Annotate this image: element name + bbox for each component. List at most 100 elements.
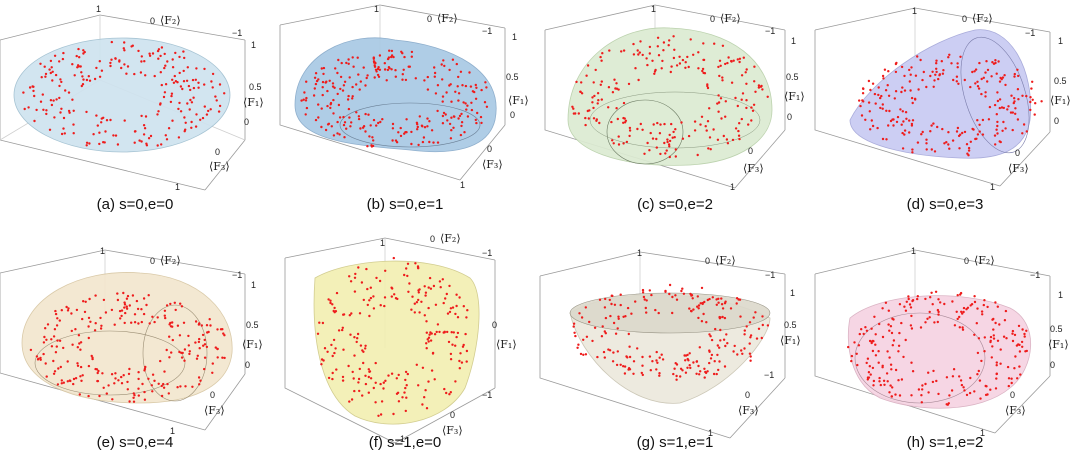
sample-point [331, 371, 334, 375]
sample-point [82, 300, 85, 303]
sample-point [179, 110, 183, 113]
sample-point [169, 302, 172, 306]
sample-point [216, 356, 219, 359]
sample-point [401, 78, 404, 81]
sample-point [383, 304, 386, 308]
sample-point [392, 256, 395, 260]
sample-point [353, 354, 356, 357]
sample-point [45, 109, 48, 112]
sample-point [1009, 111, 1013, 114]
sample-point [641, 128, 644, 131]
sample-point [720, 117, 723, 120]
sample-point [387, 374, 390, 377]
sample-point [448, 122, 452, 126]
sample-point [85, 110, 88, 114]
sample-point [67, 109, 71, 113]
sample-point [76, 346, 80, 349]
sample-point [933, 79, 936, 82]
sample-point [181, 351, 184, 355]
sample-point [855, 352, 858, 355]
sample-point [314, 82, 318, 86]
sample-point [721, 315, 724, 319]
sample-point [130, 321, 133, 324]
sample-point [928, 316, 931, 319]
sample-point [745, 68, 748, 71]
sample-point [623, 121, 627, 124]
tick-f3-zero: 0 [1015, 148, 1020, 158]
sample-point [662, 49, 665, 52]
sample-point [658, 356, 661, 359]
sample-point [881, 137, 885, 141]
sample-point [658, 132, 662, 135]
tick-f2-one: 1 [651, 4, 656, 14]
sample-point [930, 148, 933, 151]
sample-point [675, 298, 679, 301]
sample-point [1006, 365, 1010, 369]
sample-point [901, 147, 905, 150]
sample-point [996, 124, 999, 128]
sample-point [353, 290, 357, 293]
sample-point [317, 116, 320, 119]
sample-point [303, 91, 306, 94]
sample-point [630, 312, 633, 315]
sample-point [423, 126, 427, 129]
sample-point [357, 377, 361, 381]
sample-point [199, 379, 202, 382]
sample-point [956, 62, 959, 65]
sample-point [721, 79, 724, 82]
sample-point [183, 56, 186, 60]
sample-point [223, 356, 226, 360]
sample-point [374, 381, 377, 384]
sample-point [974, 68, 978, 71]
sample-point [874, 102, 877, 105]
sample-point [355, 340, 358, 344]
sample-point [184, 128, 187, 131]
sample-point [316, 332, 320, 335]
sample-point [911, 299, 914, 303]
sample-point [655, 146, 658, 149]
sample-point [925, 85, 928, 89]
sample-point [866, 378, 869, 381]
sample-point [159, 71, 162, 74]
sample-point [679, 367, 683, 370]
sample-point [408, 282, 411, 285]
sample-point [890, 331, 894, 335]
sample-point [369, 124, 372, 127]
sample-point [331, 354, 334, 358]
sample-point [624, 315, 627, 318]
sample-point [686, 366, 689, 369]
sample-point [994, 59, 997, 62]
sample-point [603, 306, 607, 309]
sample-point [668, 283, 672, 287]
sample-point [889, 119, 893, 123]
sample-point [62, 127, 65, 130]
sample-point [422, 136, 426, 139]
sample-point [194, 320, 198, 323]
inner-circle [606, 99, 684, 165]
sample-point [632, 53, 636, 56]
sample-point [1010, 381, 1013, 385]
sample-point [385, 79, 388, 82]
sample-point [98, 394, 101, 398]
sample-point [88, 297, 91, 301]
sample-point [697, 67, 700, 70]
sample-point [470, 108, 474, 112]
sample-point [1018, 343, 1021, 347]
sample-point [148, 52, 151, 55]
sample-point [995, 361, 998, 364]
sample-point [917, 388, 921, 391]
sample-point [710, 353, 714, 357]
sample-point [672, 372, 675, 376]
sample-point [610, 294, 613, 297]
tick-f1-one: 1 [251, 40, 256, 50]
sample-point [66, 380, 70, 383]
sample-point [335, 291, 339, 295]
sample-point [737, 298, 740, 301]
sample-point [712, 372, 716, 376]
sample-point [365, 267, 368, 271]
sample-point [643, 298, 646, 301]
sample-point [900, 65, 904, 69]
sample-point [866, 357, 870, 360]
sample-point [374, 401, 377, 404]
sample-point [393, 293, 396, 296]
